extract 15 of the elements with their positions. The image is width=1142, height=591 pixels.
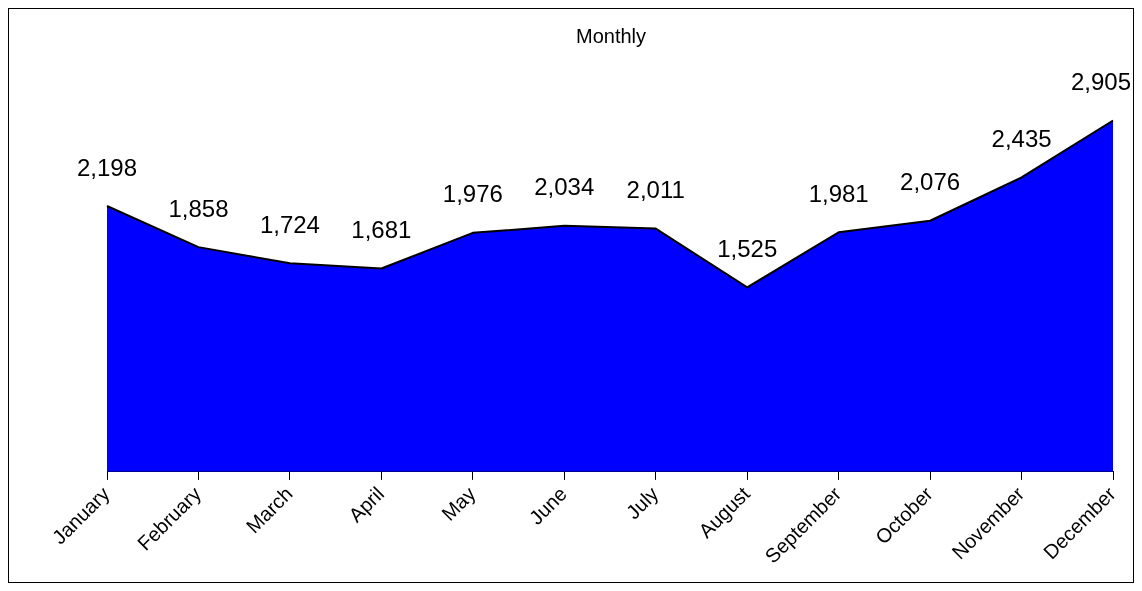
data-label: 1,976 [442,180,503,208]
data-label: 1,525 [717,235,778,263]
data-label: 2,198 [76,153,138,181]
x-tick-label: May [437,482,480,525]
data-label: 1,858 [168,194,229,222]
data-label: 1,681 [351,216,412,244]
chart-title: Monthly [575,24,647,47]
data-label: 2,011 [626,176,685,204]
data-label: 1,724 [259,210,320,238]
data-label: 2,076 [900,168,961,196]
x-tick-label: July [621,482,663,524]
data-label: 2,435 [991,124,1052,152]
data-label: 1,981 [808,179,869,207]
data-label: 2,905 [1070,68,1131,96]
data-label: 2,034 [534,173,595,201]
